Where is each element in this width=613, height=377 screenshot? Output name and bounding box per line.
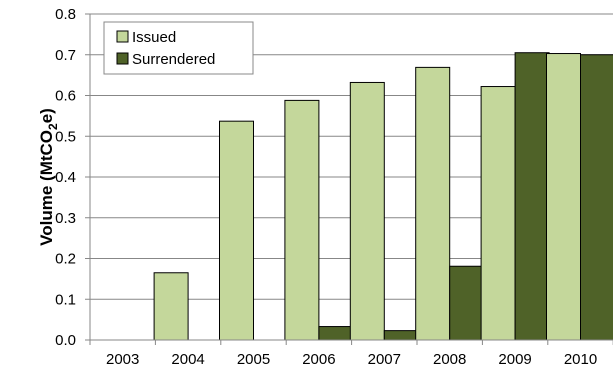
x-tick-label: 2006 <box>302 351 335 368</box>
legend-swatch-surrendered <box>116 52 129 65</box>
bar-issued-2008 <box>415 66 451 341</box>
y-tick-label: 0.0 <box>55 332 76 349</box>
legend-label-issued: Issued <box>132 29 176 46</box>
x-tick-labels: 2003 2004 2005 2006 2007 2008 2009 2010 <box>106 351 597 368</box>
legend-label-surrendered: Surrendered <box>132 51 215 68</box>
bar-surrendered-2008 <box>449 265 485 341</box>
x-tick-label: 2008 <box>433 351 466 368</box>
bar-issued-2010 <box>546 53 581 341</box>
legend-swatch-issued <box>116 30 129 43</box>
bar-surrendered-2007 <box>383 330 419 341</box>
x-tick-label: 2007 <box>368 351 401 368</box>
y-tick-label: 0.8 <box>55 6 76 23</box>
x-tick-label: 2004 <box>171 351 204 368</box>
x-tick-label: 2009 <box>498 351 531 368</box>
bar-surrendered-2009 <box>514 52 550 341</box>
bar-issued-2009 <box>480 86 516 341</box>
bar-issued-2005 <box>219 120 254 341</box>
y-tick-label: 0.2 <box>55 251 76 268</box>
bar-surrendered-2010 <box>580 54 613 341</box>
y-tick-label: 0.1 <box>55 291 76 308</box>
legend-box <box>103 21 254 75</box>
y-tick-label: 0.4 <box>55 169 76 186</box>
y-tick-label: 0.3 <box>55 210 76 227</box>
y-axis-label: Volume (MtCO2e) <box>37 108 60 246</box>
bar-issued-2004 <box>153 272 189 341</box>
y-tick-label: 0.7 <box>55 47 76 64</box>
legend: Issued Surrendered <box>103 21 254 75</box>
axes <box>85 13 613 345</box>
y-tick-labels: 0.0 0.1 0.2 0.3 0.4 0.5 0.6 0.7 0.8 <box>55 6 76 349</box>
y-tick-label: 0.5 <box>55 128 76 145</box>
y-tick-label: 0.6 <box>55 88 76 105</box>
x-tick-label: 2003 <box>106 351 139 368</box>
bar-surrendered-2006 <box>318 326 354 341</box>
bar-issued-2006 <box>284 99 320 341</box>
x-tick-label: 2005 <box>237 351 270 368</box>
bars <box>153 52 613 341</box>
bar-issued-2007 <box>349 81 385 341</box>
x-tick-label: 2010 <box>564 351 597 368</box>
